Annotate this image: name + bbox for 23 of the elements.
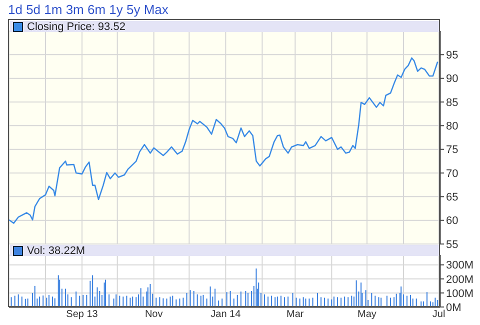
y-tick-label: 70 — [446, 168, 458, 180]
y-tick-label: 100M — [446, 288, 474, 300]
x-tick-label: Nov — [144, 309, 163, 320]
line-series — [9, 57, 438, 224]
x-tick-label: Mar — [286, 309, 304, 320]
legend-label: Closing Price: 93.52 — [27, 20, 126, 32]
y-tick-label: 65 — [446, 192, 458, 204]
y-tick-label: 90 — [446, 73, 458, 86]
text: 1d 5d 1m 3m 6m 1y 5y Max — [8, 2, 168, 17]
legend-label: Vol: 38.22M — [27, 244, 86, 256]
y-tick-label: 55 — [446, 238, 458, 251]
y-tick-label: 95 — [446, 50, 458, 62]
x-tick-label: May — [358, 309, 376, 320]
y-tick-label: 200M — [446, 274, 474, 286]
y-tick-label: 80 — [446, 120, 458, 133]
y-tick-label: 75 — [446, 144, 458, 156]
y-tick-label: 300M — [446, 260, 474, 272]
x-tick-label: Jul — [432, 309, 446, 320]
x-tick-label: Sep 13 — [66, 309, 98, 320]
y-tick-label: 60 — [446, 215, 458, 228]
y-tick-label: 0M — [446, 302, 462, 314]
x-tick-label: Jan 14 — [210, 309, 242, 320]
y-tick-label: 85 — [446, 96, 458, 109]
